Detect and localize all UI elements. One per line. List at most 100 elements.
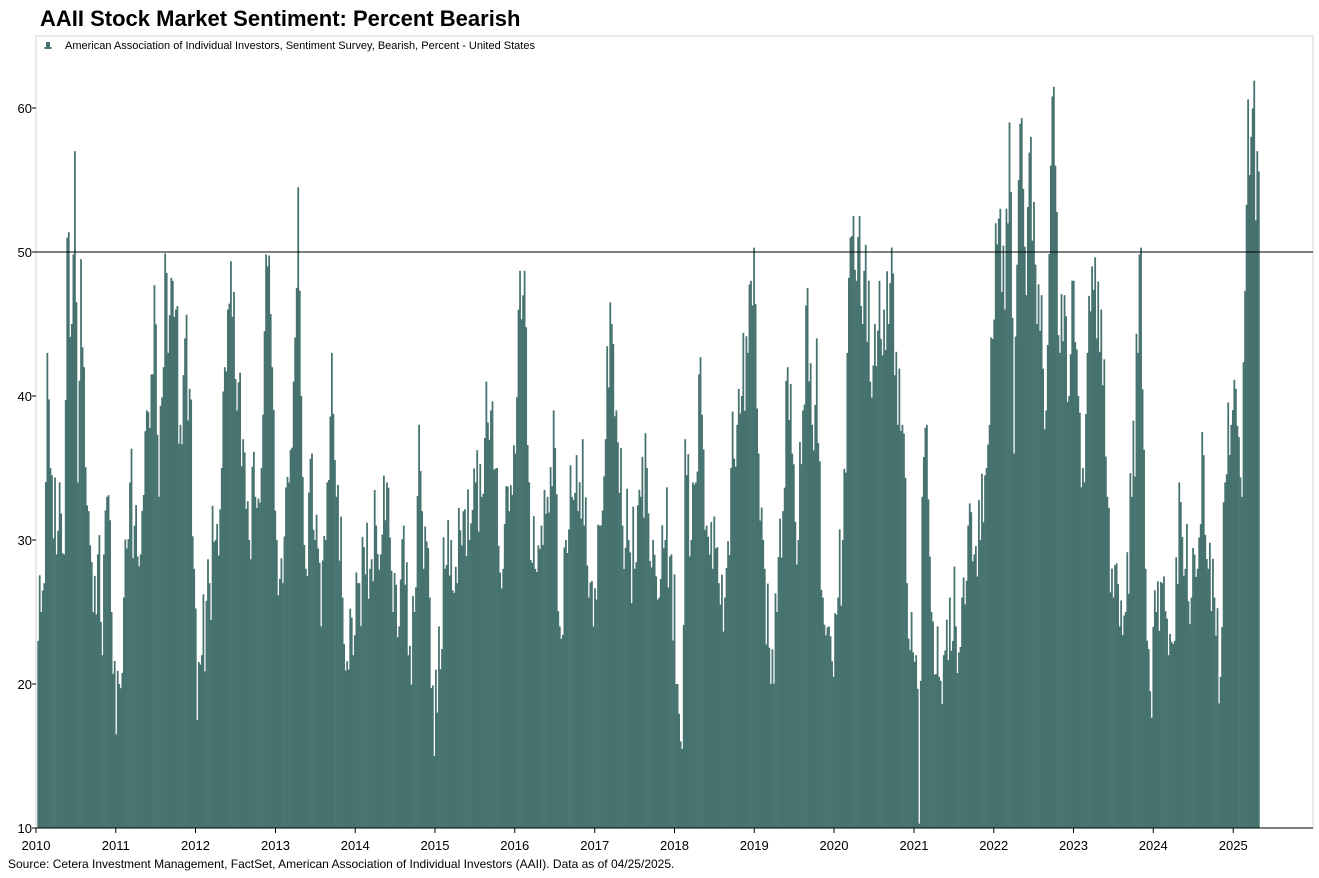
- bar: [1077, 396, 1080, 828]
- bar: [817, 443, 820, 828]
- bar: [594, 588, 596, 828]
- bar: [639, 496, 642, 828]
- bar: [649, 561, 651, 828]
- bar: [913, 661, 916, 828]
- bar: [1135, 333, 1138, 828]
- bar: [1253, 80, 1256, 828]
- bar: [372, 581, 375, 828]
- bar: [367, 598, 370, 828]
- bar: [964, 604, 967, 828]
- bar: [121, 672, 124, 828]
- bar: [665, 487, 668, 828]
- bar: [831, 661, 833, 828]
- bar: [981, 473, 983, 828]
- bar: [1213, 597, 1216, 828]
- bar: [418, 424, 420, 828]
- bar: [695, 482, 697, 828]
- bar: [256, 507, 258, 828]
- bar: [142, 494, 145, 828]
- bar: [1127, 593, 1130, 828]
- bar: [219, 509, 222, 828]
- bar: [583, 525, 586, 828]
- bar: [1132, 420, 1135, 828]
- bar: [696, 471, 699, 828]
- bar: [174, 309, 177, 829]
- bar: [1068, 396, 1071, 828]
- bar: [136, 556, 139, 828]
- bar: [1059, 352, 1061, 828]
- bar: [682, 624, 685, 828]
- bar: [1160, 581, 1162, 828]
- bar: [265, 254, 267, 828]
- bar: [679, 741, 682, 828]
- bar: [953, 566, 956, 828]
- bar: [398, 626, 401, 828]
- bar: [1080, 487, 1083, 828]
- bar: [477, 531, 480, 828]
- bar: [835, 614, 838, 828]
- bar: [935, 673, 937, 828]
- bar: [936, 626, 939, 828]
- bar: [551, 486, 554, 828]
- bar: [1202, 455, 1205, 828]
- bar: [1056, 211, 1058, 828]
- bar: [1149, 691, 1152, 828]
- bar: [152, 374, 154, 828]
- bar: [967, 525, 970, 828]
- bar: [1208, 542, 1211, 828]
- bar: [1002, 245, 1005, 828]
- bar: [863, 270, 866, 828]
- bar: [1034, 264, 1037, 828]
- bar: [171, 280, 174, 828]
- bar: [685, 475, 688, 828]
- bar: [990, 337, 993, 828]
- bar: [1103, 359, 1106, 828]
- bar: [641, 456, 644, 828]
- bar: [861, 324, 864, 828]
- bar: [167, 352, 170, 828]
- bar: [1210, 611, 1213, 828]
- bar: [1146, 640, 1149, 828]
- bar: [243, 452, 246, 828]
- bar: [1126, 552, 1129, 828]
- bar: [416, 496, 419, 828]
- bar: [383, 475, 385, 828]
- bar: [1224, 482, 1227, 828]
- bar: [378, 569, 381, 828]
- bar: [531, 562, 534, 828]
- bar: [1216, 608, 1219, 828]
- bar: [687, 454, 690, 828]
- bar: [347, 669, 350, 828]
- bar: [1069, 354, 1072, 828]
- bar: [190, 399, 193, 828]
- bar: [1025, 295, 1028, 828]
- x-tick-label: 2016: [500, 838, 529, 853]
- bar: [918, 823, 921, 828]
- bar: [834, 613, 837, 828]
- bar: [638, 489, 641, 828]
- bar: [506, 486, 509, 828]
- bar: [950, 650, 953, 828]
- bar: [1182, 575, 1185, 828]
- bar: [1198, 537, 1201, 828]
- bar: [415, 587, 417, 828]
- bar: [473, 468, 476, 828]
- bar: [375, 525, 378, 828]
- bar: [757, 453, 760, 828]
- bar: [889, 282, 892, 829]
- bar: [948, 597, 951, 828]
- bar: [766, 583, 769, 828]
- bar: [442, 537, 445, 828]
- bar: [575, 455, 578, 828]
- bar: [1115, 563, 1118, 828]
- bar: [476, 450, 479, 828]
- bar: [751, 305, 754, 828]
- bar: [1212, 558, 1214, 828]
- x-tick-label: 2017: [580, 838, 609, 853]
- bar: [774, 593, 777, 828]
- bar: [786, 367, 789, 828]
- bar: [930, 612, 933, 828]
- bar: [401, 539, 404, 828]
- bar: [1082, 468, 1084, 828]
- bar: [213, 541, 215, 828]
